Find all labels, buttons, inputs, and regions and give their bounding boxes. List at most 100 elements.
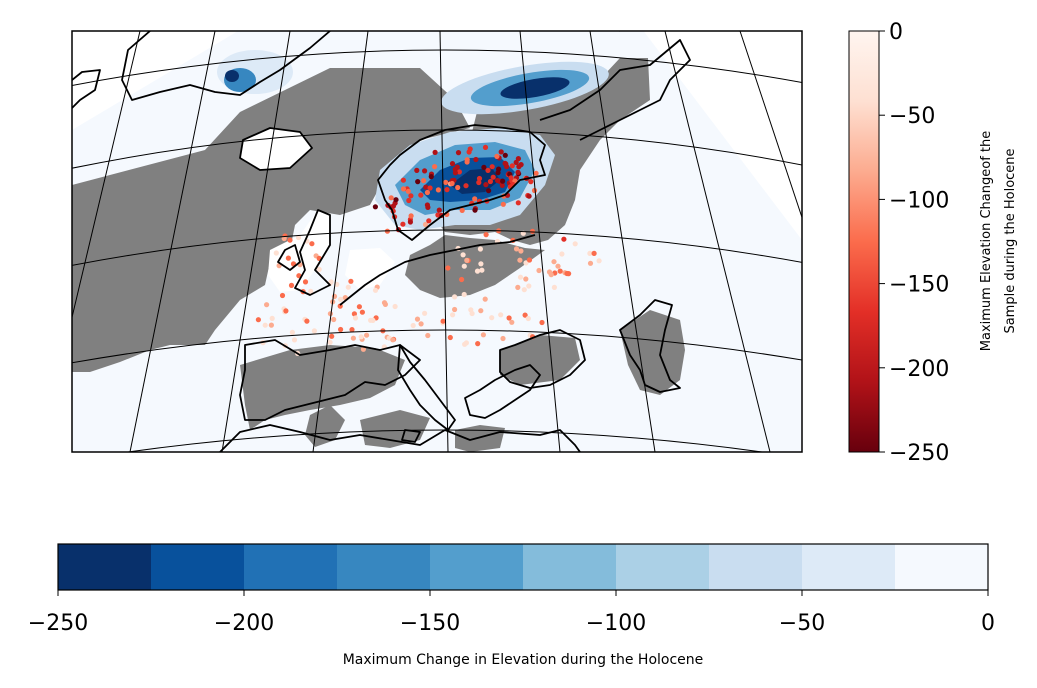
grid-colorbar-tick-label: −250: [28, 611, 88, 636]
grid-colorbar-bin: [802, 544, 895, 590]
sample-point: [408, 213, 414, 219]
sample-point: [273, 250, 279, 256]
grid-colorbar-bin: [616, 544, 709, 590]
sample-point: [283, 308, 289, 314]
sample-point: [515, 200, 521, 206]
sample-point: [381, 300, 388, 306]
sample-point: [360, 346, 366, 352]
sample-point: [486, 188, 492, 194]
sample-point: [551, 284, 558, 290]
sample-point: [304, 318, 310, 324]
sample-point: [450, 312, 456, 318]
sample-point: [456, 169, 462, 175]
sample-point: [489, 164, 495, 170]
sample-point: [483, 232, 489, 238]
sample-point: [495, 177, 501, 184]
sample-point: [264, 302, 270, 308]
sample-point: [424, 189, 430, 196]
sample-point: [455, 150, 462, 156]
sample-point: [302, 279, 309, 285]
sample-point: [352, 315, 359, 321]
sample-point: [350, 335, 356, 341]
sample-point: [469, 310, 475, 317]
sample-point: [548, 272, 554, 278]
sample-point: [509, 163, 515, 169]
sample-colorbar-gradient: [848, 30, 880, 453]
sample-point: [557, 268, 563, 274]
sample-point: [351, 311, 357, 317]
sample-point: [449, 180, 455, 187]
grid-colorbar-bin: [337, 544, 430, 590]
sample-point: [392, 303, 398, 310]
sample-point: [364, 332, 370, 338]
sample-point: [502, 152, 508, 158]
sample-point: [393, 197, 399, 203]
sample-point: [555, 263, 561, 269]
sample-point: [504, 164, 510, 170]
grid-colorbar: −250 −200 −150 −100 −50 0 Maximum Change in E…: [28, 543, 995, 668]
low-change-land: [268, 210, 395, 292]
grid-colorbar-frame: [57, 543, 989, 591]
sample-point: [415, 179, 421, 185]
coastlines: [72, 31, 691, 452]
sample-point: [461, 291, 467, 298]
sample-point: [400, 186, 407, 192]
sample-point: [559, 251, 565, 257]
sample-point: [328, 279, 334, 285]
sample-point: [452, 294, 458, 300]
sample-point: [564, 270, 570, 277]
sample-point: [500, 201, 506, 207]
sample-point: [370, 317, 376, 323]
sample-point: [463, 340, 469, 346]
sample-point: [327, 339, 333, 345]
sample-colorbar-label-line2: Sample during the Holocene: [1003, 148, 1018, 333]
sample-point: [311, 328, 317, 334]
sample-point: [522, 312, 528, 318]
grid-colorbar-bins: [58, 544, 988, 590]
sample-point: [432, 164, 438, 170]
sample-point: [269, 315, 275, 321]
sample-point: [406, 197, 412, 204]
grid-colorbar-tick-label: −50: [779, 611, 825, 636]
sample-colorbar-label-line1: Maximum Elevation Changeof the: [979, 131, 994, 351]
sample-point: [529, 228, 536, 234]
grid-colorbar-tick-label: 0: [981, 611, 995, 636]
sample-point: [452, 170, 458, 176]
sample-point: [473, 156, 479, 163]
sample-point: [480, 332, 486, 338]
sample-point: [478, 261, 484, 267]
sample-point: [421, 178, 427, 184]
sample-point: [517, 257, 523, 263]
sample-point: [513, 246, 520, 252]
sample-point: [454, 164, 460, 170]
sample-point: [498, 149, 504, 155]
sample-point: [455, 184, 461, 191]
sample-point: [423, 184, 429, 190]
sample-point: [474, 268, 481, 274]
sample-point: [460, 252, 466, 258]
sample-point: [518, 248, 524, 254]
sample-point: [463, 183, 469, 189]
sample-points: [255, 144, 602, 356]
sample-point: [295, 234, 302, 241]
sample-point: [459, 276, 465, 283]
sample-point: [345, 284, 351, 290]
sample-point: [477, 246, 483, 252]
sample-point: [255, 317, 261, 323]
sample-colorbar: 0 −50 −100 −150 −200 −250 Maximum Elevation C…: [848, 20, 1018, 466]
sample-colorbar-tick-label: 0: [889, 20, 903, 45]
map-axes: [71, 30, 803, 453]
sample-point: [349, 327, 355, 333]
sample-point: [425, 332, 431, 339]
iceland-land: [240, 128, 312, 170]
sample-colorbar-ticks: 0 −50 −100 −150 −200 −250: [879, 20, 949, 466]
sample-point: [478, 308, 484, 314]
sample-point: [388, 195, 394, 201]
sample-point: [521, 287, 527, 293]
sample-point: [561, 236, 567, 242]
sample-point: [418, 192, 424, 198]
grid-colorbar-bin: [523, 544, 616, 590]
sample-point: [418, 321, 424, 327]
sample-point: [268, 322, 274, 328]
